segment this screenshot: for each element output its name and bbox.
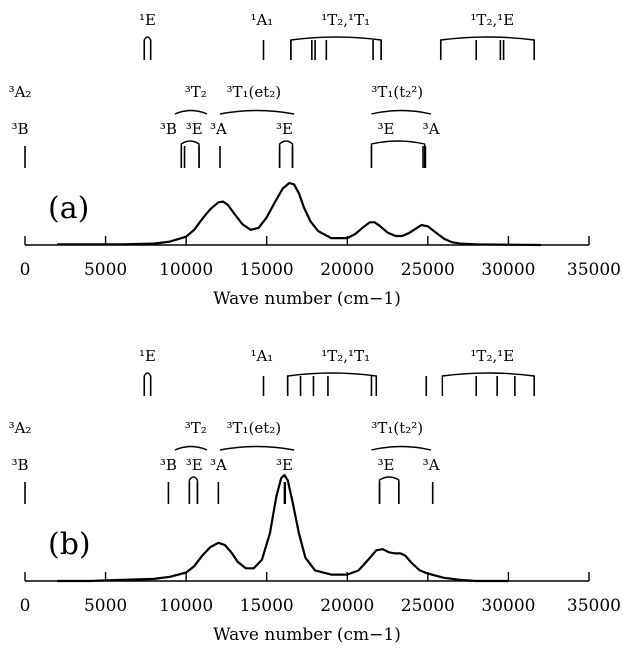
- level-sublabel: ³A: [210, 456, 227, 474]
- term-group-bracket: [174, 445, 208, 451]
- level-sublabel: ³E: [276, 120, 293, 138]
- x-tick-label: 25000: [401, 596, 455, 616]
- energy-level-bracket: [188, 476, 199, 504]
- energy-level-bracket: [180, 140, 200, 168]
- x-tick-label: 25000: [401, 260, 455, 280]
- term-label: ³T₂: [185, 83, 207, 101]
- term-label: ³T₁(t₂²): [371, 419, 423, 437]
- level-sublabel: ³B: [11, 120, 28, 138]
- term-group-bracket: [371, 109, 432, 115]
- level-sublabel: ³B: [11, 456, 28, 474]
- level-sublabel: ³A: [423, 120, 440, 138]
- x-tick-label: 0: [20, 596, 31, 616]
- x-axis-title: Wave number (cm−1): [213, 625, 401, 645]
- x-tick-label: 0: [20, 260, 31, 280]
- term-group-bracket: [219, 109, 295, 115]
- level-label: ¹T₂,¹E: [470, 11, 514, 29]
- x-tick-label: 5000: [84, 596, 127, 616]
- term-group-bracket: [174, 109, 208, 115]
- level-label: ¹E: [139, 11, 156, 29]
- term-label: ³T₁(et₂): [226, 83, 281, 101]
- energy-level-bracket: [290, 36, 382, 60]
- level-sublabel: ³A: [210, 120, 227, 138]
- x-tick-label: 15000: [240, 596, 294, 616]
- energy-level-bracket: [370, 140, 426, 168]
- term-label: ³A₂: [9, 419, 32, 437]
- level-sublabel: ³B: [160, 120, 177, 138]
- spectrum-line: [57, 181, 541, 247]
- level-sublabel: ³E: [186, 120, 203, 138]
- spectrum-line: [57, 473, 509, 583]
- term-label: ³T₁(t₂²): [371, 83, 423, 101]
- panel-label: (a): [48, 191, 89, 226]
- energy-level-bracket: [378, 476, 400, 504]
- energy-level-bracket: [286, 372, 377, 396]
- x-tick-label: 20000: [320, 596, 374, 616]
- x-tick-label: 35000: [567, 596, 621, 616]
- chart-panel-b: 0 5000 10000 15000 20000 25000 30000 35000 Wave …: [9, 347, 621, 645]
- term-group-bracket: [219, 445, 295, 451]
- term-label: ³T₁(et₂): [226, 419, 281, 437]
- panel-label: (b): [48, 527, 91, 562]
- level-sublabel: ³E: [377, 456, 394, 474]
- energy-level-bracket: [278, 140, 294, 168]
- x-tick-label: 10000: [159, 260, 213, 280]
- level-sublabel: ³A: [423, 456, 440, 474]
- term-label: ³A₂: [9, 83, 32, 101]
- energy-level-bracket: [441, 372, 535, 396]
- level-label: ¹T₂,¹T₁: [321, 11, 370, 29]
- term-label: ³T₂: [185, 419, 207, 437]
- level-label: ¹T₂,¹E: [470, 347, 514, 365]
- x-tick-label: 30000: [481, 260, 535, 280]
- x-tick-label: 35000: [567, 260, 621, 280]
- term-group-bracket: [371, 445, 432, 451]
- x-tick-label: 30000: [481, 596, 535, 616]
- chart-panel-a: 0 5000 10000 15000 20000 25000 30000 35000 Wave …: [9, 11, 621, 309]
- level-label: ¹E: [139, 347, 156, 365]
- energy-level-bracket: [143, 372, 152, 396]
- level-sublabel: ³B: [160, 456, 177, 474]
- x-axis-title: Wave number (cm−1): [213, 289, 401, 309]
- level-label: ¹A₁: [250, 347, 273, 365]
- x-tick-label: 20000: [320, 260, 374, 280]
- level-sublabel: ³E: [377, 120, 394, 138]
- x-tick-label: 10000: [159, 596, 213, 616]
- energy-level-bracket: [143, 36, 152, 60]
- level-sublabel: ³E: [276, 456, 293, 474]
- x-tick-label: 15000: [240, 260, 294, 280]
- level-label: ¹A₁: [250, 11, 273, 29]
- x-tick-label: 5000: [84, 260, 127, 280]
- energy-level-bracket: [440, 36, 535, 60]
- level-sublabel: ³E: [186, 456, 203, 474]
- level-label: ¹T₂,¹T₁: [321, 347, 370, 365]
